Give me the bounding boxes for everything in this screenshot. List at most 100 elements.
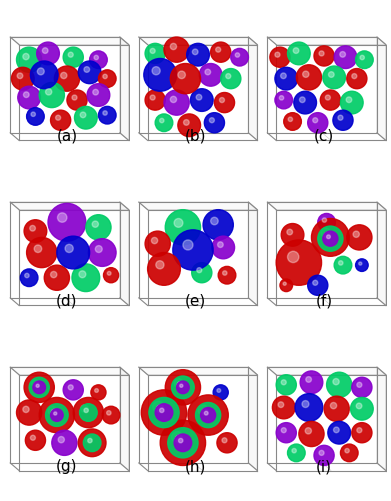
Circle shape (30, 226, 36, 231)
Circle shape (203, 210, 233, 240)
Circle shape (281, 380, 286, 385)
Polygon shape (248, 203, 257, 306)
Circle shape (178, 115, 201, 137)
Circle shape (177, 381, 189, 394)
Circle shape (341, 444, 358, 462)
Circle shape (25, 430, 45, 450)
Circle shape (107, 411, 111, 415)
Circle shape (50, 272, 57, 278)
Circle shape (152, 68, 160, 76)
Circle shape (353, 231, 359, 238)
Circle shape (333, 111, 353, 131)
Circle shape (16, 48, 42, 73)
Circle shape (160, 408, 164, 413)
Circle shape (303, 72, 309, 78)
Circle shape (345, 448, 349, 453)
Circle shape (196, 403, 221, 428)
Circle shape (190, 90, 213, 112)
Circle shape (308, 276, 328, 296)
Circle shape (25, 274, 29, 278)
Circle shape (68, 53, 73, 58)
Circle shape (178, 72, 185, 80)
Polygon shape (120, 203, 129, 306)
Circle shape (16, 400, 42, 425)
Circle shape (80, 113, 86, 118)
Circle shape (34, 383, 39, 388)
Circle shape (205, 70, 211, 76)
Circle shape (222, 271, 227, 276)
Circle shape (360, 56, 364, 61)
Circle shape (103, 112, 107, 116)
Circle shape (201, 408, 216, 423)
Circle shape (180, 384, 183, 388)
Circle shape (313, 118, 318, 124)
Circle shape (352, 377, 372, 398)
Circle shape (321, 228, 330, 238)
Circle shape (276, 423, 296, 443)
Circle shape (281, 428, 286, 433)
Circle shape (156, 405, 164, 413)
Circle shape (24, 220, 47, 243)
Circle shape (65, 245, 73, 253)
Polygon shape (267, 203, 386, 210)
Text: (d): (d) (56, 294, 78, 309)
Circle shape (202, 409, 208, 415)
Circle shape (81, 405, 88, 413)
Circle shape (219, 98, 224, 103)
Circle shape (226, 75, 231, 80)
Circle shape (88, 438, 92, 443)
Circle shape (30, 62, 58, 90)
Circle shape (52, 430, 77, 455)
Circle shape (188, 395, 228, 435)
Circle shape (145, 91, 165, 111)
Polygon shape (120, 38, 129, 141)
Circle shape (328, 73, 334, 78)
Text: (f): (f) (316, 294, 333, 309)
Circle shape (160, 420, 206, 465)
Circle shape (270, 48, 290, 68)
Polygon shape (10, 38, 129, 46)
Circle shape (102, 406, 120, 424)
Circle shape (141, 390, 187, 435)
Polygon shape (267, 367, 386, 375)
Circle shape (183, 240, 193, 250)
Circle shape (150, 49, 155, 54)
Circle shape (174, 434, 192, 452)
Circle shape (178, 438, 183, 443)
Circle shape (148, 253, 180, 286)
Circle shape (177, 382, 183, 388)
Circle shape (355, 260, 368, 272)
Circle shape (145, 44, 165, 64)
Circle shape (211, 218, 218, 225)
Circle shape (99, 71, 116, 88)
Circle shape (187, 44, 209, 67)
Polygon shape (139, 367, 257, 375)
Circle shape (347, 70, 367, 90)
Circle shape (103, 75, 107, 80)
Circle shape (295, 394, 323, 421)
Circle shape (284, 113, 301, 131)
Circle shape (18, 87, 40, 110)
Circle shape (95, 389, 99, 393)
Circle shape (149, 398, 179, 428)
Circle shape (91, 385, 106, 400)
Text: (i): (i) (316, 458, 332, 473)
Circle shape (57, 213, 67, 223)
Circle shape (300, 371, 323, 394)
Text: (a): (a) (56, 129, 77, 144)
Circle shape (235, 54, 240, 58)
Circle shape (63, 48, 83, 68)
Circle shape (300, 98, 305, 103)
Text: (b): (b) (185, 129, 206, 144)
Circle shape (150, 96, 155, 101)
Circle shape (352, 423, 372, 443)
Circle shape (92, 221, 99, 228)
Circle shape (39, 83, 65, 108)
Circle shape (275, 92, 292, 110)
Circle shape (346, 98, 352, 103)
Circle shape (172, 376, 194, 399)
Circle shape (211, 43, 231, 63)
Circle shape (175, 435, 183, 443)
Circle shape (155, 115, 173, 132)
Polygon shape (248, 38, 257, 141)
